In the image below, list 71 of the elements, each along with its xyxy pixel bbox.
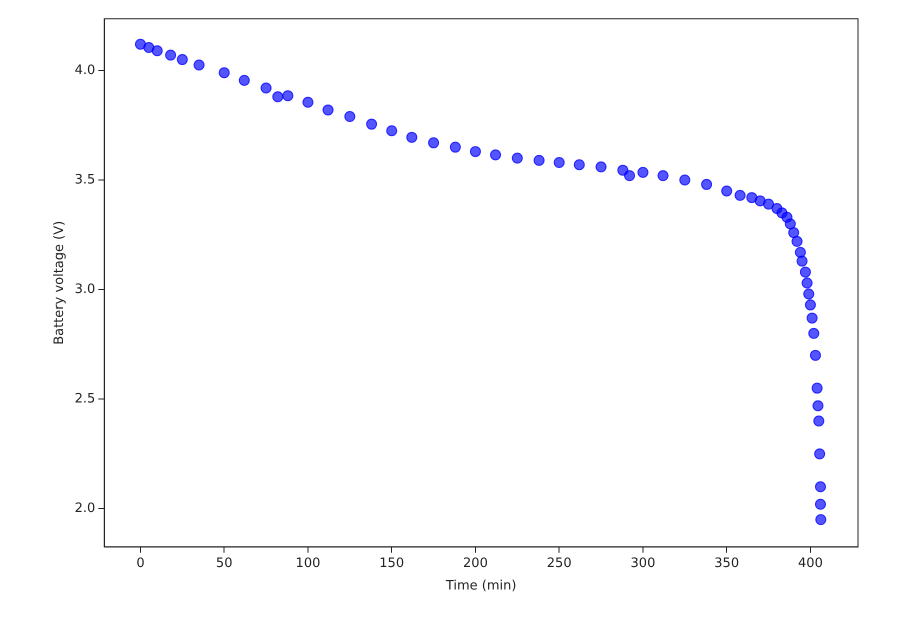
point xyxy=(721,186,732,197)
point xyxy=(596,161,607,172)
point xyxy=(701,178,712,190)
point xyxy=(176,54,188,66)
point xyxy=(802,278,813,289)
point xyxy=(624,170,636,182)
point xyxy=(406,132,418,143)
point xyxy=(658,170,669,182)
x-tick-label: 50 xyxy=(216,556,232,571)
point xyxy=(194,60,205,71)
x-tick-label: 100 xyxy=(296,556,320,571)
y-tick-label: 2.0 xyxy=(74,501,96,516)
point xyxy=(386,125,398,136)
point xyxy=(812,400,824,412)
point xyxy=(490,149,502,160)
point xyxy=(815,514,826,526)
point xyxy=(272,91,284,102)
point xyxy=(238,74,250,86)
point xyxy=(134,38,146,50)
point xyxy=(679,174,690,186)
y-tick-label: 3.0 xyxy=(74,282,96,297)
point xyxy=(814,481,826,492)
point xyxy=(218,67,230,78)
point xyxy=(534,154,545,166)
point xyxy=(512,152,523,164)
point xyxy=(734,190,746,201)
x-tick-label: 400 xyxy=(798,556,823,571)
x-tick-label: 0 xyxy=(136,556,145,571)
point xyxy=(808,328,820,339)
point xyxy=(794,246,806,258)
point xyxy=(302,96,314,108)
x-tick-label: 250 xyxy=(546,556,572,571)
x-axis-title: Time (min) xyxy=(444,578,516,594)
point xyxy=(792,236,803,247)
point xyxy=(450,142,461,153)
point xyxy=(470,146,481,158)
y-tick-label: 2.5 xyxy=(74,392,96,407)
point xyxy=(800,266,811,278)
point xyxy=(574,159,585,170)
point xyxy=(282,90,294,102)
point xyxy=(637,166,648,178)
point xyxy=(143,42,154,53)
x-tick-label: 300 xyxy=(630,556,656,571)
point xyxy=(554,157,565,168)
point xyxy=(260,82,272,94)
point xyxy=(366,118,378,130)
y-tick-label: 3.5 xyxy=(74,172,96,188)
x-tick-label: 200 xyxy=(463,556,488,571)
point xyxy=(152,45,163,56)
point xyxy=(812,382,823,394)
point xyxy=(806,312,818,324)
point xyxy=(746,192,758,204)
point xyxy=(803,288,814,300)
x-tick-label: 350 xyxy=(714,556,740,571)
point xyxy=(165,50,176,61)
point xyxy=(813,416,824,427)
point xyxy=(344,111,356,122)
point xyxy=(796,256,808,267)
point xyxy=(754,195,766,206)
point xyxy=(814,498,826,510)
point xyxy=(322,104,334,116)
point xyxy=(814,448,826,460)
y-tick-label: 4.0 xyxy=(74,62,96,78)
point xyxy=(428,137,440,148)
x-tick-label: 150 xyxy=(379,556,404,571)
point xyxy=(788,227,800,238)
point xyxy=(784,218,796,230)
point xyxy=(804,299,816,310)
point xyxy=(763,198,774,210)
y-axis-title: Battery voltage (V) xyxy=(52,220,68,345)
point xyxy=(810,350,821,361)
